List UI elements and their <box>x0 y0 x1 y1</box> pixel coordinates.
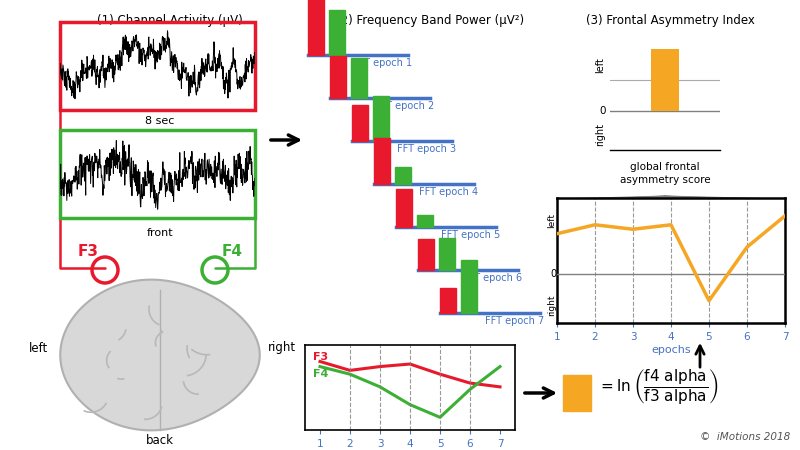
Text: right: right <box>547 294 556 316</box>
Text: global frontal: global frontal <box>630 162 700 172</box>
Bar <box>396 189 412 227</box>
Text: back: back <box>146 433 174 446</box>
Bar <box>461 260 477 313</box>
Text: F4: F4 <box>314 369 329 379</box>
Text: FFT epoch 1: FFT epoch 1 <box>353 58 412 68</box>
Bar <box>351 58 367 98</box>
Text: (1) Channel Activity (μV): (1) Channel Activity (μV) <box>97 14 243 27</box>
Bar <box>417 215 433 227</box>
Text: left: left <box>547 213 556 228</box>
X-axis label: epochs: epochs <box>651 345 691 355</box>
Text: right: right <box>595 123 606 146</box>
Bar <box>373 96 389 141</box>
Text: (3) Frontal Asymmetry Index: (3) Frontal Asymmetry Index <box>586 14 754 27</box>
Bar <box>418 239 434 270</box>
Text: 0: 0 <box>550 269 556 279</box>
Text: FFT epoch 4: FFT epoch 4 <box>419 187 478 197</box>
Text: F3: F3 <box>314 352 329 362</box>
Bar <box>395 166 411 184</box>
Text: ©  iMotions 2018: © iMotions 2018 <box>700 432 790 442</box>
Text: left: left <box>595 57 606 73</box>
Text: 8 sec: 8 sec <box>146 116 174 126</box>
Text: F4: F4 <box>222 244 242 260</box>
Bar <box>440 288 456 313</box>
Text: 0: 0 <box>599 106 606 116</box>
Bar <box>60 130 255 218</box>
Bar <box>329 10 345 55</box>
Text: asymmetry score: asymmetry score <box>620 175 710 185</box>
Text: (2) Frequency Band Power (μV²): (2) Frequency Band Power (μV²) <box>336 14 524 27</box>
Bar <box>563 375 591 411</box>
Bar <box>330 56 346 98</box>
Text: left: left <box>28 342 48 355</box>
Bar <box>308 0 324 55</box>
Bar <box>374 138 390 184</box>
Polygon shape <box>60 279 260 430</box>
Text: FFT epoch 2: FFT epoch 2 <box>375 101 434 111</box>
Bar <box>651 50 678 111</box>
Bar <box>60 22 255 110</box>
Text: FFT epoch 7: FFT epoch 7 <box>485 316 544 326</box>
Text: FFT epoch 5: FFT epoch 5 <box>441 230 500 240</box>
Text: right: right <box>268 342 296 355</box>
Text: F3: F3 <box>78 244 98 260</box>
Text: front: front <box>146 228 174 238</box>
Text: FFT epoch 6: FFT epoch 6 <box>463 273 522 283</box>
Bar <box>352 105 368 141</box>
Text: $= \ln\left(\dfrac{\mathrm{f4\ alpha}}{\mathrm{f3\ alpha}}\right)$: $= \ln\left(\dfrac{\mathrm{f4\ alpha}}{\… <box>598 367 718 406</box>
Bar <box>439 238 455 270</box>
Text: FFT epoch 3: FFT epoch 3 <box>397 144 456 154</box>
